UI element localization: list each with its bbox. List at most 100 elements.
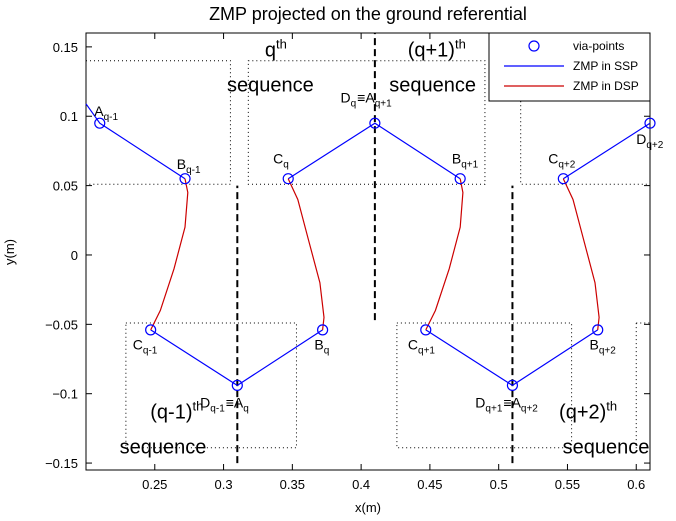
- point-annotation: Bq: [314, 336, 329, 356]
- via-point-marker: [592, 324, 604, 336]
- annotation-equivalence: ≡: [357, 89, 365, 105]
- legend-label: ZMP in DSP: [573, 79, 639, 93]
- annotation-subscript: q+1: [418, 345, 435, 356]
- y-tick-label: 0.05: [53, 179, 78, 194]
- sequence-word: sequence: [563, 436, 650, 458]
- annotation-base: A: [512, 395, 522, 411]
- sequence-separator-lines: [236, 33, 514, 464]
- annotation-subscript: q+1: [485, 404, 502, 415]
- via-point-marker: [557, 173, 569, 185]
- sequence-index-label: qth: [265, 37, 287, 62]
- annotation-subscript: q: [351, 98, 357, 109]
- point-annotation: Cq-1: [133, 336, 158, 356]
- x-axis-label: x(m): [355, 500, 381, 515]
- sequence-superscript: th: [276, 37, 287, 52]
- legend-marker-circle: [528, 40, 540, 52]
- point-annotation: Aq-1: [94, 103, 118, 123]
- legend: via-points ZMP in SSP ZMP in DSP: [488, 32, 651, 102]
- sequence-superscript: th: [455, 37, 466, 52]
- via-points-markers: [94, 117, 656, 391]
- plot-frame: [85, 32, 651, 471]
- point-annotation: Bq-1: [177, 156, 201, 176]
- annotation-base: C: [408, 336, 418, 352]
- annotation-base: B: [314, 336, 323, 352]
- ssp-trajectory-segment: [287, 122, 461, 180]
- annotation-base: D: [636, 131, 646, 147]
- y-tick-label: 0.1: [60, 109, 78, 124]
- via-point-marker: [369, 117, 381, 129]
- y-tick-label: −0.05: [45, 317, 78, 332]
- sequence-index-label: (q+2)th: [559, 399, 617, 424]
- annotation-subscript: q+2: [521, 404, 538, 415]
- annotation-subscript: q-1: [104, 112, 119, 123]
- via-point-marker: [282, 173, 294, 185]
- legend-box: [488, 32, 651, 102]
- annotation-subscript: q+2: [599, 345, 616, 356]
- ssp-trajectory-segment: [425, 329, 599, 387]
- legend-label: ZMP in SSP: [573, 59, 638, 73]
- annotation-equivalence: ≡: [226, 395, 234, 411]
- point-annotations: Aq-1Bq-1Cq-1Dq-1≡AqBqCqDq≡Aq+1Bq+1Cq+1Dq…: [94, 89, 664, 414]
- ssp-trajectory-segment: [562, 122, 651, 180]
- sequence-superscript: th: [606, 399, 617, 414]
- annotation-base: D: [475, 395, 485, 411]
- annotation-subscript: q-1: [186, 165, 201, 176]
- dsp-trajectory-segment: [287, 178, 325, 330]
- legend-label: via-points: [573, 39, 624, 53]
- annotation-base: C: [133, 336, 143, 352]
- via-point-marker: [644, 117, 656, 129]
- annotation-base: A: [365, 89, 375, 105]
- point-annotation: Bq+1: [452, 150, 479, 170]
- axis-ticks: 0.25 0.3 0.35 0.4 0.45 0.5 0.55 0.6 −0.15 −0.1 −0.…: [45, 33, 650, 492]
- via-point-marker: [231, 379, 243, 391]
- via-point-marker: [145, 324, 157, 336]
- x-tick-label: 0.3: [215, 477, 233, 492]
- dotted-region-boxes: [85, 60, 651, 449]
- via-point-marker: [506, 379, 519, 391]
- annotation-subscript: q+1: [461, 159, 478, 170]
- x-tick-label: 0.55: [555, 477, 580, 492]
- annotation-subscript: q-1: [210, 404, 225, 415]
- point-annotation: Cq+2: [548, 150, 576, 170]
- sequence-index-label: (q-1)th: [150, 399, 203, 424]
- point-annotation: Cq+1: [408, 336, 436, 356]
- annotation-subscript: q: [324, 345, 330, 356]
- y-tick-label: 0.15: [53, 40, 78, 55]
- x-tick-label: 0.4: [352, 477, 370, 492]
- x-tick-label: 0.5: [490, 477, 508, 492]
- sequence-word: sequence: [120, 436, 207, 458]
- sequence-superscript: th: [192, 399, 203, 414]
- annotation-base: D: [340, 89, 350, 105]
- annotation-subscript: q+2: [558, 159, 575, 170]
- y-tick-label: −0.1: [52, 387, 78, 402]
- sequence-word: sequence: [389, 74, 476, 96]
- dotted-region-box: [635, 322, 651, 449]
- annotation-base: D: [200, 395, 210, 411]
- point-annotation: Dq+1≡Aq+2: [475, 395, 538, 415]
- y-tick-label: 0: [71, 248, 78, 263]
- dotted-region-box: [125, 322, 297, 449]
- annotation-base: B: [452, 150, 461, 166]
- annotation-equivalence: ≡: [503, 395, 511, 411]
- annotation-subscript: q: [243, 404, 249, 415]
- via-point-marker: [420, 324, 432, 336]
- annotation-base: A: [234, 395, 244, 411]
- ssp-trajectory-segment: [85, 103, 186, 180]
- y-axis-label: y(m): [2, 239, 17, 265]
- ssp-trajectory-segment: [150, 329, 323, 387]
- annotation-base: B: [177, 156, 186, 172]
- x-tick-label: 0.35: [280, 477, 305, 492]
- point-annotation: Dq≡Aq+1: [340, 89, 392, 109]
- y-tick-label: −0.15: [45, 456, 78, 471]
- annotation-subscript: q: [283, 159, 289, 170]
- chart-title: ZMP projected on the ground referential: [209, 4, 527, 24]
- via-point-marker: [179, 173, 191, 185]
- annotation-subscript: q+2: [646, 140, 663, 151]
- annotation-subscript: q+1: [375, 98, 392, 109]
- dsp-trajectory-segment: [562, 178, 600, 330]
- via-point-marker: [317, 324, 329, 336]
- dotted-region-box: [85, 60, 231, 185]
- sequence-index: (q+1): [408, 40, 455, 62]
- zmp-trajectory: [85, 103, 651, 387]
